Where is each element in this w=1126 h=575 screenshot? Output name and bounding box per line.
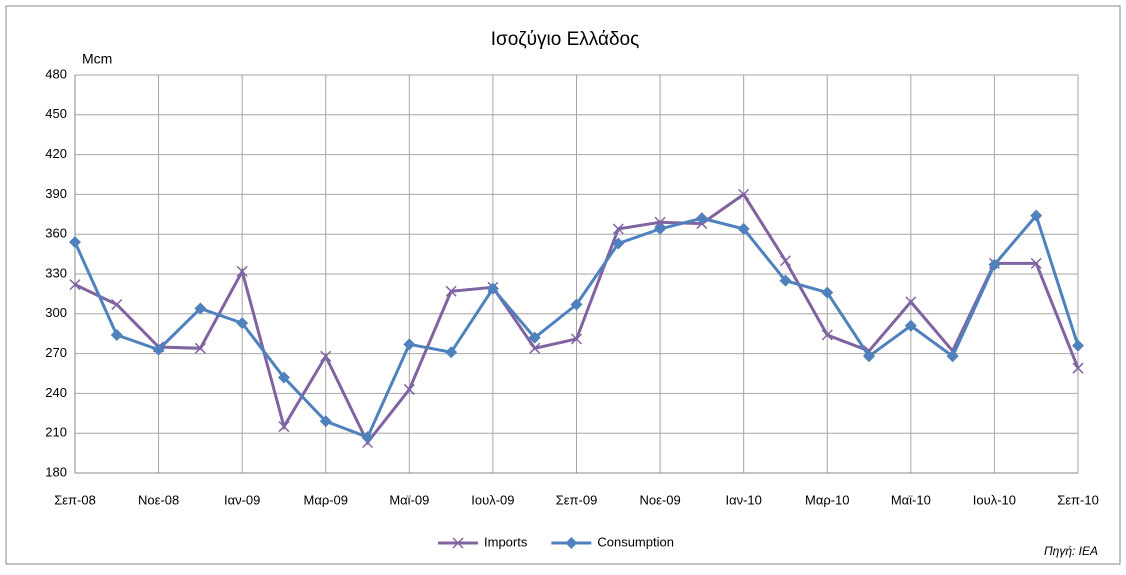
x-tick-label: Ιουλ-09 [471,492,514,507]
x-tick-label: Μαρ-09 [303,492,348,507]
point-marker [988,258,1001,271]
y-tick-label: 360 [45,226,67,241]
point-marker [486,282,499,295]
point-marker [320,350,332,362]
point-marker [1030,209,1043,222]
point-marker [319,415,332,428]
point-marker [111,298,123,311]
y-tick-label: 300 [45,305,67,320]
x-tick-label: Σεπ-09 [556,492,598,507]
x-tick-label: Σεπ-10 [1057,492,1099,507]
point-marker [737,222,750,235]
point-marker [779,255,791,267]
y-tick-label: 420 [45,146,67,161]
point-marker [654,216,666,228]
y-tick-label: 390 [45,186,67,201]
point-marker [905,296,917,308]
point-marker [277,371,290,384]
x-tick-label: Μαϊ-10 [891,492,931,507]
point-marker [110,329,123,342]
point-marker [529,342,541,354]
x-tick-label: Ιαν-10 [725,492,761,507]
y-tick-label: 180 [45,464,67,479]
point-marker [445,285,457,297]
x-tick-label: Νοε-08 [138,492,179,507]
point-marker [445,346,458,359]
y-axis-label: Mcm [82,51,112,67]
x-tick-label: Ιουλ-10 [973,492,1016,507]
point-marker [1072,339,1084,352]
x-tick-label: Νοε-09 [639,492,680,507]
legend-marker [565,537,578,549]
chart-title: Ισοζύγιο Ελλάδος [491,29,640,50]
x-tick-label: Μαρ-10 [805,492,850,507]
legend-label: Imports [484,534,528,549]
y-tick-label: 210 [45,425,67,440]
chart-border [5,5,1121,565]
point-marker [236,317,249,330]
point-marker [278,421,290,433]
point-marker [821,286,834,299]
point-marker [570,298,583,311]
x-tick-label: Ιαν-09 [224,492,260,507]
legend-label: Consumption [597,534,674,549]
point-marker [69,279,81,291]
point-marker [946,350,959,363]
point-marker [612,237,625,250]
point-marker [194,342,206,354]
point-marker [612,223,624,235]
point-marker [528,331,541,344]
legend-marker [452,537,464,549]
y-tick-label: 330 [45,265,67,280]
point-marker [194,302,207,315]
point-marker [570,333,583,345]
point-marker [863,350,876,363]
point-marker [738,188,750,200]
point-marker [403,338,416,351]
y-tick-label: 240 [45,385,67,400]
point-marker [361,431,374,444]
point-marker [821,329,833,341]
point-marker [1030,257,1042,269]
point-marker [152,343,165,356]
x-tick-label: Μαϊ-09 [389,492,429,507]
x-tick-label: Σεπ-08 [54,492,96,507]
point-marker [695,212,708,225]
point-marker [779,274,792,287]
point-marker [236,265,248,277]
point-marker [1072,362,1084,374]
point-marker [654,222,667,235]
y-tick-label: 270 [45,345,67,360]
y-tick-label: 450 [45,106,67,121]
point-marker [69,236,81,249]
source-note: Πηγή: IEA [1044,544,1098,558]
y-tick-label: 480 [45,66,67,81]
point-marker [403,383,415,395]
point-marker [904,319,917,332]
